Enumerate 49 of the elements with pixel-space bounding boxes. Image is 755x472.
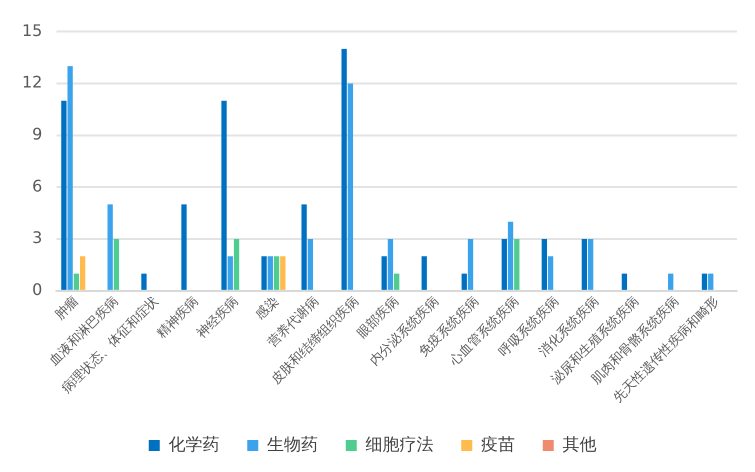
bar bbox=[341, 48, 347, 290]
legend-label: 生物药 bbox=[266, 434, 318, 455]
bar bbox=[108, 204, 113, 290]
bar bbox=[234, 239, 240, 290]
bar bbox=[308, 239, 314, 290]
legend-label: 疫苗 bbox=[480, 434, 515, 455]
legend-label: 其他 bbox=[562, 434, 596, 455]
legend-label: 细胞疗法 bbox=[365, 434, 434, 455]
bar bbox=[702, 274, 708, 290]
bar bbox=[261, 256, 267, 290]
bar bbox=[388, 239, 394, 290]
bar bbox=[582, 239, 588, 290]
bar bbox=[181, 204, 187, 290]
y-tick-label: 3 bbox=[32, 228, 42, 248]
bar bbox=[268, 256, 273, 290]
bar bbox=[588, 239, 594, 290]
bar bbox=[280, 256, 286, 290]
bar bbox=[221, 100, 227, 290]
bar bbox=[74, 274, 80, 290]
bar bbox=[114, 239, 120, 290]
y-tick-label: 6 bbox=[32, 176, 42, 196]
bar bbox=[502, 239, 507, 290]
bar bbox=[348, 83, 354, 290]
y-tick-label: 9 bbox=[32, 124, 42, 144]
y-tick-label: 15 bbox=[22, 20, 42, 40]
bar bbox=[514, 239, 520, 290]
bar bbox=[80, 256, 86, 290]
bar bbox=[462, 274, 467, 290]
y-tick-label: 12 bbox=[22, 72, 42, 92]
bar bbox=[301, 204, 307, 290]
bar bbox=[228, 256, 233, 290]
bar bbox=[622, 274, 628, 290]
legend-label: 化学药 bbox=[168, 434, 220, 455]
bar bbox=[382, 256, 387, 290]
bar bbox=[668, 274, 674, 290]
x-tick-label: 感染 bbox=[252, 294, 282, 323]
bar bbox=[542, 239, 547, 290]
x-tick-label: 肿瘤 bbox=[52, 293, 82, 323]
bar bbox=[708, 274, 714, 290]
bar bbox=[508, 222, 514, 290]
bar bbox=[61, 100, 67, 290]
bar bbox=[394, 274, 400, 290]
bar bbox=[548, 256, 554, 290]
bar bbox=[141, 274, 147, 290]
bar bbox=[468, 239, 474, 290]
y-tick-label: 0 bbox=[32, 280, 42, 300]
bar bbox=[422, 256, 427, 290]
bar bbox=[274, 256, 280, 290]
bar bbox=[67, 66, 73, 290]
